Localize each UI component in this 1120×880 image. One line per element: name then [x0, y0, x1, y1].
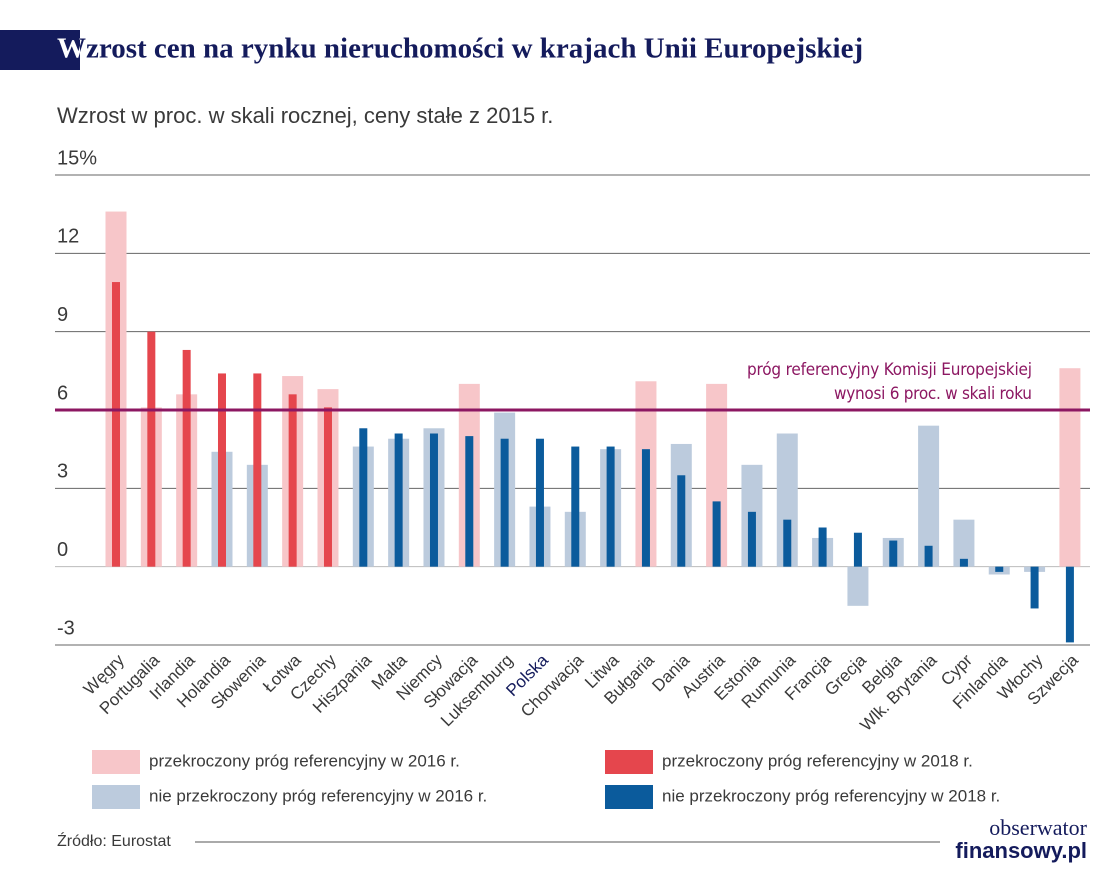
- logo: finansowy.pl: [955, 838, 1087, 863]
- bar-2016: [953, 519, 975, 567]
- bar-2018: [500, 438, 509, 567]
- bar-2018: [535, 438, 544, 567]
- bar-2018: [359, 428, 368, 567]
- bar-2018: [288, 394, 297, 567]
- bar-2018: [924, 545, 933, 567]
- source: Źródło: Eurostat: [57, 831, 171, 850]
- bar-2018: [112, 282, 120, 567]
- y-tick-label: 3: [57, 461, 68, 483]
- reference-label: próg referencyjny Komisji Europejskiej: [747, 360, 1032, 380]
- bar-2018: [253, 373, 262, 567]
- chart-title: Wzrost cen na rynku nieruchomości w kraj…: [57, 33, 863, 65]
- bar-2018: [1065, 566, 1074, 643]
- bar-2016: [847, 566, 869, 606]
- bar-2018: [465, 436, 474, 567]
- bar-2018: [394, 433, 403, 567]
- legend-label: nie przekroczony próg referencyjny w 201…: [662, 786, 1000, 805]
- y-tick-label: 0: [57, 539, 68, 561]
- bar-2018: [147, 331, 156, 567]
- y-tick-label: -3: [57, 617, 75, 639]
- bar-2018: [783, 519, 792, 567]
- bar-2018: [606, 446, 615, 567]
- y-tick-label: 6: [57, 382, 68, 404]
- legend-swatch: [92, 750, 140, 774]
- bar-2018: [677, 475, 686, 567]
- bar-2018: [641, 449, 650, 567]
- bar-2016: [918, 425, 940, 567]
- y-tick-label: 9: [57, 304, 68, 326]
- bar-2018: [429, 433, 438, 567]
- bar-2018: [747, 511, 756, 567]
- legend-swatch: [605, 750, 653, 774]
- chart-title-initial: Wzrost cen na rynku nieruchomości w kraj…: [57, 33, 863, 65]
- legend-swatch: [605, 785, 653, 809]
- bar-2018: [712, 501, 721, 567]
- bar-2016: [706, 383, 728, 567]
- bar-2018: [182, 349, 191, 567]
- subtitle: Wzrost w proc. w skali rocznej, ceny sta…: [57, 103, 553, 128]
- bar-2018: [571, 446, 580, 567]
- y-tick-label: 15%: [57, 147, 97, 169]
- legend-label: przekroczony próg referencyjny w 2016 r.: [149, 751, 460, 770]
- x-tick-label: Grecja: [821, 650, 870, 699]
- legend-swatch: [92, 785, 140, 809]
- bar-2018: [889, 540, 898, 567]
- title-block: [0, 30, 80, 70]
- bar-2018: [995, 566, 1004, 572]
- y-tick-label: 12: [57, 226, 79, 248]
- bar-2016: [1059, 368, 1081, 567]
- logo: obserwator: [989, 815, 1087, 840]
- reference-label: wynosi 6 proc. w skali roku: [834, 384, 1032, 404]
- legend-label: przekroczony próg referencyjny w 2018 r.: [662, 751, 973, 770]
- bar-2018: [853, 532, 862, 567]
- legend-label: nie przekroczony próg referencyjny w 201…: [149, 786, 487, 805]
- bar-2018: [818, 527, 827, 567]
- bar-2018: [1030, 566, 1039, 609]
- bar-2018: [959, 558, 968, 567]
- bar-2018: [323, 407, 332, 567]
- bar-2018: [217, 373, 226, 567]
- bar-2016: [776, 433, 798, 567]
